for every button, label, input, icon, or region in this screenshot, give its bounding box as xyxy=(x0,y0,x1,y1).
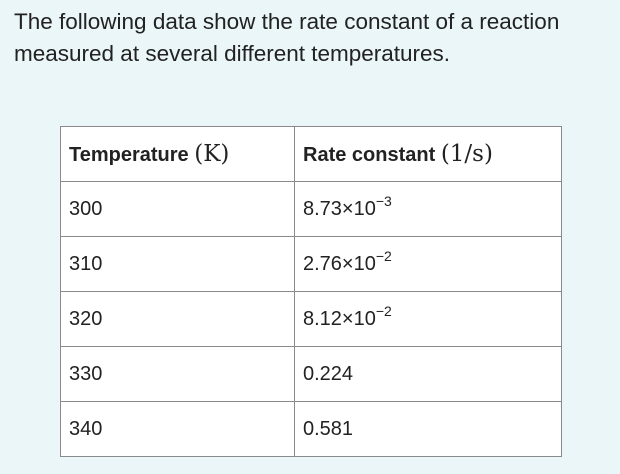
temperature-cell: 300 xyxy=(60,181,295,237)
rate-constant-mantissa: 0.224 xyxy=(303,362,354,385)
temperature-cell: 310 xyxy=(60,236,295,292)
table-row: 340 0.581 xyxy=(60,401,562,457)
rate-constant-cell: 0.581 xyxy=(294,401,562,457)
temperature-header-unit: (K) xyxy=(194,141,230,167)
rate-constant-mantissa: 8.12×10 xyxy=(303,307,376,330)
rate-constant-mantissa: 8.73×10 xyxy=(303,197,376,220)
temperature-header-label: Temperature xyxy=(69,144,189,166)
rate-constant-exponent: −3 xyxy=(375,192,392,209)
rate-constant-mantissa: 0.581 xyxy=(303,417,354,440)
rate-constant-header-unit: (1/s) xyxy=(440,141,493,167)
temperature-header: Temperature (K) xyxy=(60,126,295,182)
temperature-cell: 340 xyxy=(60,401,295,457)
rate-constant-cell: 0.224 xyxy=(294,346,562,402)
rate-constant-exponent: −2 xyxy=(375,247,392,264)
table-row: 300 8.73×10−3 xyxy=(60,181,562,237)
rate-constant-cell: 8.12×10−2 xyxy=(294,291,562,347)
rate-constant-header-label: Rate constant xyxy=(303,144,436,166)
temperature-cell: 320 xyxy=(60,291,295,347)
rate-constant-cell: 2.76×10−2 xyxy=(294,236,562,292)
table-row: 320 8.12×10−2 xyxy=(60,291,562,347)
rate-data-table: Temperature (K) Rate constant (1/s) 300 … xyxy=(60,126,562,457)
table-row: 310 2.76×10−2 xyxy=(60,236,562,292)
rate-constant-exponent: −2 xyxy=(375,302,392,319)
temperature-cell: 330 xyxy=(60,346,295,402)
table-row: 330 0.224 xyxy=(60,346,562,402)
rate-constant-cell: 8.73×10−3 xyxy=(294,181,562,237)
intro-paragraph: The following data show the rate constan… xyxy=(14,9,560,66)
table-header-row: Temperature (K) Rate constant (1/s) xyxy=(60,126,562,182)
rate-constant-header: Rate constant (1/s) xyxy=(294,126,562,182)
rate-constant-mantissa: 2.76×10 xyxy=(303,252,376,275)
